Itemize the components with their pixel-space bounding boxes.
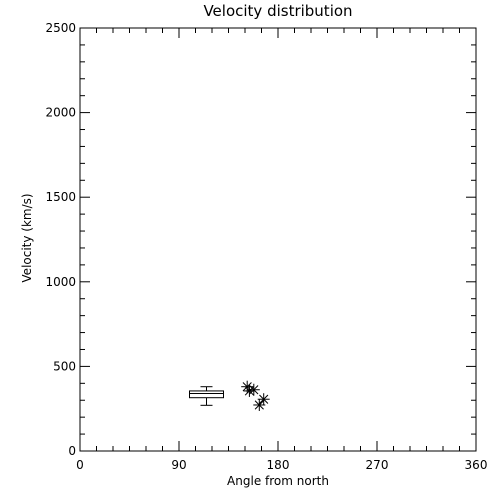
y-tick-label: 1000 xyxy=(45,275,76,289)
boxplot-layer xyxy=(189,386,224,406)
y-tick-label: 0 xyxy=(68,444,76,458)
x-axis-label: Angle from north xyxy=(227,474,329,488)
scatter-point xyxy=(247,383,260,396)
x-tick-label: 180 xyxy=(267,458,290,472)
asterisk-stroke xyxy=(259,394,269,404)
y-tick-label: 2500 xyxy=(45,21,76,35)
points-layer xyxy=(241,380,270,411)
boxplot-box xyxy=(189,390,224,399)
y-axis-label: Velocity (km/s) xyxy=(20,193,34,282)
x-tick-label: 360 xyxy=(465,458,488,472)
x-tick-label: 270 xyxy=(366,458,389,472)
y-tick-label: 2000 xyxy=(45,106,76,120)
y-tick-label: 500 xyxy=(53,359,76,373)
asterisk-stroke xyxy=(242,382,252,392)
x-tick-label: 90 xyxy=(171,458,186,472)
scatter-point xyxy=(257,393,270,406)
chart-title: Velocity distribution xyxy=(203,2,352,20)
ticks-layer xyxy=(79,27,477,452)
x-tick-label: 0 xyxy=(76,458,84,472)
asterisk-stroke xyxy=(249,385,259,395)
y-tick-label: 1500 xyxy=(45,190,76,204)
asterisk-stroke xyxy=(254,400,264,410)
tick-labels-layer: 0 90 180 270 360 0 500 1000 1500 2000 2500 xyxy=(45,21,487,472)
